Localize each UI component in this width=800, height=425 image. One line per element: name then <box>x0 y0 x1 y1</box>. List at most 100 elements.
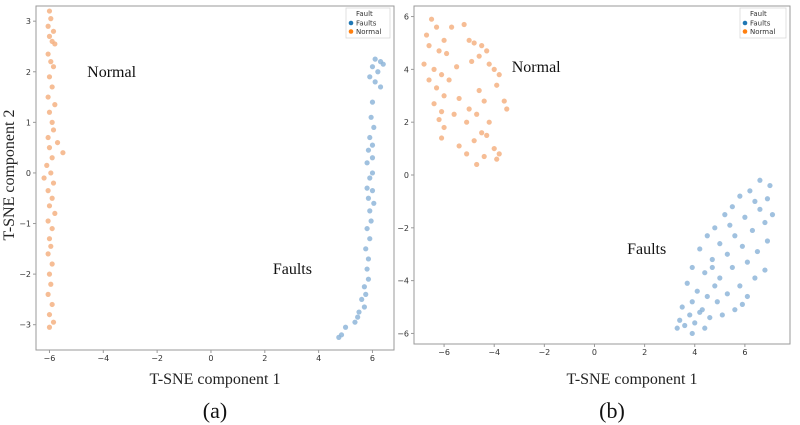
normal-point <box>443 50 450 57</box>
x-tick-label: −6 <box>44 354 56 363</box>
legend-label-normal-a: Normal <box>356 28 381 36</box>
normal-point <box>471 40 477 46</box>
normal-point <box>46 203 53 209</box>
normal-point <box>496 72 502 78</box>
annotation-faults-a: Faults <box>273 261 312 278</box>
faults-point <box>674 325 680 331</box>
faults-point <box>762 219 768 226</box>
normal-point <box>501 98 507 104</box>
faults-point <box>747 188 753 194</box>
faults-point <box>722 212 728 218</box>
annotation-faults-b: Faults <box>627 241 666 258</box>
faults-point <box>682 322 688 329</box>
faults-point <box>704 233 710 239</box>
normal-point <box>426 77 432 83</box>
normal-point <box>479 43 485 49</box>
x-tick-label: 6 <box>742 348 747 357</box>
faults-point <box>732 233 738 239</box>
normal-point <box>52 41 58 47</box>
normal-point <box>436 116 442 123</box>
faults-point <box>367 134 373 141</box>
annotation-normal-b: Normal <box>512 59 561 76</box>
normal-point <box>45 218 51 224</box>
normal-point <box>474 111 480 117</box>
normal-point <box>494 156 500 162</box>
y-tick-label: 0 <box>404 171 409 180</box>
normal-point <box>456 95 462 102</box>
normal-point <box>494 82 500 88</box>
panel-a: −6 −4 −2 0 2 4 6 −3 −2 −1 0 1 2 3 Normal Faults Fault… <box>1 5 395 423</box>
faults-point <box>729 204 735 210</box>
normal-point <box>469 58 475 65</box>
faults-point <box>729 264 735 271</box>
faults-point <box>702 325 708 331</box>
faults-point <box>757 206 763 212</box>
normal-point <box>438 135 445 141</box>
faults-point <box>727 222 733 228</box>
normal-point <box>46 145 53 151</box>
faults-point <box>717 241 723 247</box>
normal-point <box>491 66 497 72</box>
legend-marker-faults-a <box>348 20 354 26</box>
normal-point <box>49 195 55 201</box>
y-tick-label: 2 <box>26 68 31 77</box>
faults-point <box>709 256 715 263</box>
faults-point <box>372 79 378 85</box>
legend-marker-normal-b <box>742 29 748 34</box>
x-tick-label: −2 <box>151 354 163 363</box>
legend-marker-normal-a <box>348 29 354 34</box>
legend-label-normal-b: Normal <box>750 28 775 36</box>
faults-point <box>694 288 700 294</box>
normal-point <box>474 161 480 168</box>
normal-point <box>46 311 53 318</box>
plot-frame-a <box>35 5 395 351</box>
y-tick-label: 0 <box>26 169 31 178</box>
normal-point <box>423 32 430 38</box>
normal-point <box>50 180 57 186</box>
normal-point <box>466 106 472 112</box>
faults-point <box>363 246 369 252</box>
normal-point <box>438 72 445 78</box>
faults-point <box>377 84 384 90</box>
x-tick-label: 6 <box>370 354 375 363</box>
faults-point <box>707 314 713 321</box>
y-tick-label: 6 <box>404 13 409 22</box>
faults-point <box>719 312 725 318</box>
faults-point <box>363 291 369 297</box>
normal-point <box>421 61 427 67</box>
normal-point <box>46 236 53 242</box>
normal-point <box>45 291 51 297</box>
faults-point <box>744 259 750 265</box>
faults-point <box>365 276 372 282</box>
legend-a: Fault Faults Normal <box>345 7 391 39</box>
faults-point <box>689 299 695 305</box>
normal-point <box>491 145 497 152</box>
normal-point <box>50 28 57 34</box>
faults-point <box>365 147 372 153</box>
y-tick-label: 1 <box>26 118 31 127</box>
annotation-normal-a: Normal <box>87 64 136 81</box>
faults-point <box>744 293 750 300</box>
faults-point <box>369 170 376 176</box>
faults-point <box>764 238 771 244</box>
normal-point <box>426 43 432 49</box>
normal-point <box>486 61 492 67</box>
faults-point <box>367 208 373 214</box>
normal-point <box>48 281 54 287</box>
faults-point <box>739 243 745 249</box>
normal-point <box>52 210 58 217</box>
normal-point <box>49 84 55 90</box>
normal-point <box>45 51 51 57</box>
faults-point <box>367 175 373 181</box>
panel-label-b: (b) <box>599 398 625 423</box>
normal-point <box>476 53 482 59</box>
legend-label-faults-a: Faults <box>356 20 377 28</box>
normal-point <box>45 134 51 141</box>
scatter-points-b <box>421 16 776 337</box>
faults-point <box>365 256 372 262</box>
faults-point <box>369 188 376 194</box>
normal-point <box>46 8 53 14</box>
faults-point <box>687 312 693 318</box>
faults-point <box>769 212 776 218</box>
legend-box-a <box>345 7 391 39</box>
